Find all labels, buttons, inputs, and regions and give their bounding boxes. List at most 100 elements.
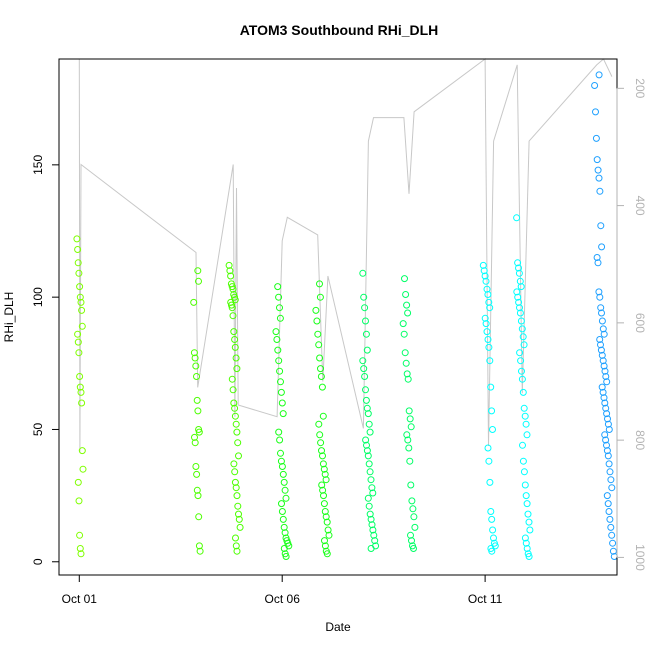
data-point: [191, 433, 198, 441]
data-point: [278, 500, 285, 508]
data-point: [74, 259, 82, 267]
data-point: [318, 447, 325, 455]
data-point: [280, 523, 288, 531]
data-point: [526, 526, 534, 534]
data-point: [275, 293, 283, 301]
data-point: [591, 82, 599, 89]
data-point: [523, 545, 531, 552]
data-point: [366, 428, 374, 436]
data-point: [194, 267, 202, 275]
data-point: [603, 441, 610, 449]
data-point: [74, 246, 82, 253]
data-point: [484, 444, 492, 452]
data-point: [278, 399, 286, 407]
data-point: [230, 328, 238, 336]
data-point: [597, 341, 604, 349]
data-point: [360, 365, 368, 373]
data-point: [519, 388, 527, 396]
data-point: [76, 373, 84, 380]
data-point: [598, 243, 606, 251]
data-point: [367, 545, 375, 552]
data-point: [598, 317, 606, 325]
data-point: [490, 534, 497, 542]
pressure-track: [78, 58, 613, 452]
data-point: [404, 436, 412, 444]
data-point: [411, 523, 419, 531]
data-point: [596, 293, 604, 301]
data-point: [230, 399, 238, 407]
data-point: [595, 174, 603, 182]
data-point: [362, 330, 370, 338]
data-point: [277, 449, 284, 457]
data-point: [277, 388, 285, 396]
y2-tick-label: 600: [633, 313, 647, 333]
data-point: [227, 272, 235, 280]
data-point: [604, 452, 612, 460]
data-point: [595, 288, 603, 296]
data-point: [314, 330, 322, 338]
data-point: [520, 341, 528, 349]
data-point: [229, 386, 237, 394]
data-point: [514, 293, 522, 301]
y-tick-label: 150: [31, 155, 45, 175]
data-point: [601, 431, 609, 439]
data-point: [486, 304, 494, 312]
data-point: [192, 463, 200, 470]
data-point: [274, 283, 282, 291]
data-point: [483, 285, 491, 293]
data-point: [518, 375, 526, 383]
data-point: [228, 375, 236, 383]
data-point: [406, 415, 414, 423]
y-tick-label: 100: [31, 287, 45, 307]
data-point: [78, 306, 86, 314]
data-point: [407, 423, 415, 431]
data-point: [362, 436, 370, 444]
data-point: [603, 492, 611, 500]
data-point: [402, 359, 410, 367]
data-point: [597, 304, 605, 312]
data-point: [76, 545, 84, 552]
data-point: [603, 410, 611, 418]
data-point: [484, 291, 492, 298]
y2-tick-label: 1000: [633, 544, 647, 571]
data-point: [403, 301, 411, 309]
data-point: [193, 486, 201, 494]
data-point: [482, 320, 490, 328]
data-point: [78, 447, 86, 455]
data-point: [316, 280, 323, 288]
data-point: [193, 470, 201, 478]
data-point: [232, 534, 239, 542]
data-point: [233, 547, 241, 555]
data-point: [363, 404, 371, 412]
data-point: [516, 304, 523, 312]
data-point: [325, 531, 333, 539]
data-point: [594, 166, 602, 174]
data-point: [482, 277, 490, 285]
data-point: [324, 526, 332, 534]
y2-axis: 200 400 600 800 1000: [616, 78, 647, 571]
data-point: [321, 542, 329, 550]
data-point: [279, 515, 287, 523]
data-point: [276, 367, 284, 375]
data-point: [274, 346, 282, 354]
data-point: [276, 304, 283, 312]
data-point: [521, 481, 529, 489]
data-point: [523, 500, 531, 508]
data-point: [235, 510, 242, 518]
data-point: [407, 481, 415, 489]
data-point: [316, 431, 324, 439]
data-point: [602, 373, 610, 380]
data-point: [235, 515, 243, 523]
data-point: [193, 396, 201, 404]
data-point: [194, 492, 202, 500]
data-point: [599, 388, 607, 396]
data-point: [323, 518, 331, 526]
data-point: [231, 336, 239, 343]
data-point: [281, 486, 289, 494]
data-point: [75, 349, 83, 357]
data-point: [322, 476, 330, 484]
data-point: [518, 325, 526, 333]
data-point: [604, 415, 611, 423]
data-point: [523, 431, 531, 439]
data-point: [522, 420, 530, 428]
